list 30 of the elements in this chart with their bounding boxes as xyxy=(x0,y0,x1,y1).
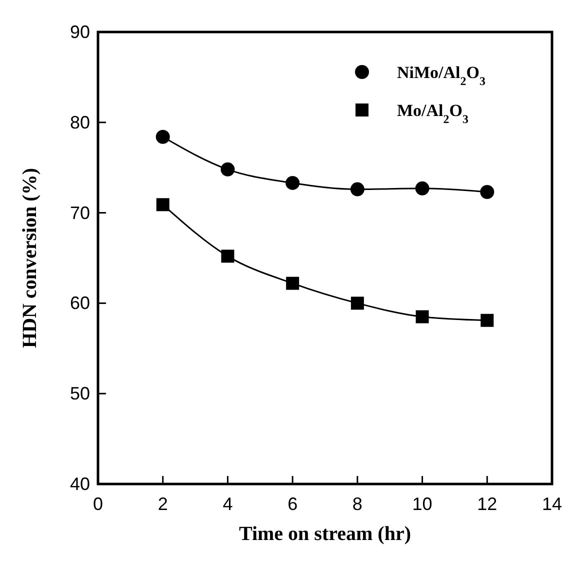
y-tick-label: 90 xyxy=(70,22,90,42)
x-tick-label: 12 xyxy=(477,494,498,514)
point xyxy=(350,182,364,196)
y-axis-title: HDN conversion (%) xyxy=(19,168,41,348)
point xyxy=(286,176,300,190)
x-tick-label: 4 xyxy=(222,494,233,514)
point xyxy=(286,276,300,290)
point xyxy=(415,181,430,196)
y-tick-label: 60 xyxy=(70,293,90,314)
point xyxy=(220,162,235,176)
x-tick-label: 2 xyxy=(158,494,168,514)
point xyxy=(480,314,494,327)
y-tick-label: 80 xyxy=(70,112,90,132)
x-tick-label: 6 xyxy=(288,494,298,514)
x-tick-label: 14 xyxy=(542,494,562,514)
point xyxy=(156,198,170,212)
point xyxy=(480,185,494,200)
point xyxy=(156,130,170,144)
y-tick-label: 50 xyxy=(70,384,90,404)
y-tick-label: 40 xyxy=(70,474,90,494)
y-tick-label: 70 xyxy=(70,202,90,223)
point xyxy=(221,250,234,263)
legend-label: NiMo/Al$_{2}$O$_{3}$ xyxy=(397,63,486,88)
x-tick-label: 8 xyxy=(352,494,362,514)
x-axis-title: Time on stream (hr) xyxy=(238,523,412,545)
x-tick-label: 0 xyxy=(92,494,104,514)
point xyxy=(416,310,429,324)
point xyxy=(350,296,364,310)
x-tick-label: 10 xyxy=(412,494,432,514)
legend-label: Mo/Al$_{2}$O$_{3}$ xyxy=(397,101,468,126)
